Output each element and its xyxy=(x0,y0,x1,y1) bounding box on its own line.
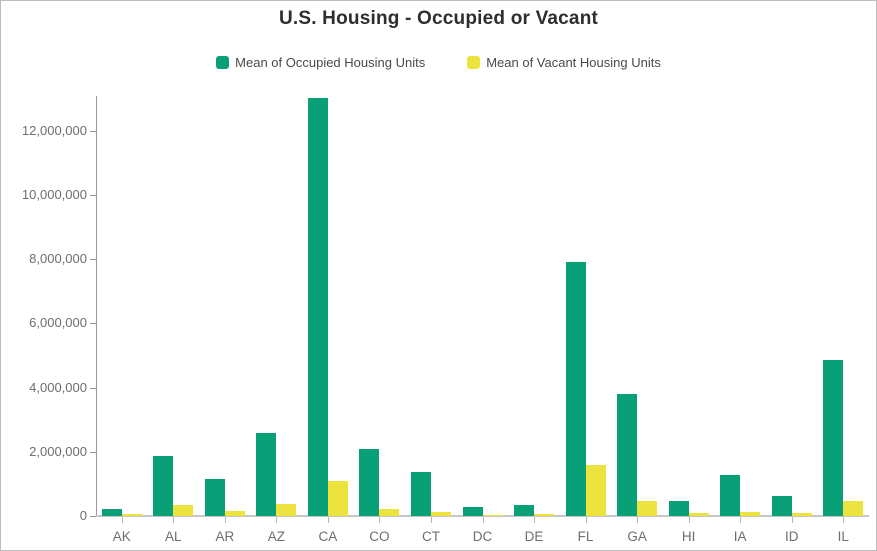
bar-vacant-AK[interactable] xyxy=(121,514,142,516)
chart-legend: Mean of Occupied Housing Units Mean of Va… xyxy=(1,55,876,70)
y-axis-tick xyxy=(90,387,96,389)
bar-vacant-CO[interactable] xyxy=(379,509,400,516)
x-axis-tick xyxy=(740,517,742,523)
legend-item-label: Mean of Vacant Housing Units xyxy=(486,55,661,70)
y-axis-tick-label: 0 xyxy=(79,508,87,523)
y-axis-tick xyxy=(90,259,96,261)
bar-occupied-GA[interactable] xyxy=(617,394,638,516)
bar-occupied-AK[interactable] xyxy=(101,508,122,516)
bar-vacant-AZ[interactable] xyxy=(276,504,297,516)
legend-item-vacant[interactable]: Mean of Vacant Housing Units xyxy=(467,55,661,70)
legend-item-occupied[interactable]: Mean of Occupied Housing Units xyxy=(216,55,425,70)
bar-vacant-CT[interactable] xyxy=(430,511,451,516)
x-axis-label-IL: IL xyxy=(837,529,849,544)
y-axis-tick xyxy=(90,451,96,453)
y-axis-tick-label: 4,000,000 xyxy=(29,379,87,395)
bar-occupied-HI[interactable] xyxy=(668,501,689,516)
y-axis-tick xyxy=(90,130,96,132)
x-axis-tick xyxy=(688,517,690,523)
x-axis-label-CO: CO xyxy=(369,529,390,544)
bar-occupied-AZ[interactable] xyxy=(256,432,277,516)
x-axis-label-AZ: AZ xyxy=(267,529,285,544)
x-axis-label-AR: AR xyxy=(215,529,235,544)
legend-swatch-icon xyxy=(467,56,481,69)
bar-vacant-AL[interactable] xyxy=(173,504,194,516)
bar-occupied-CT[interactable] xyxy=(410,472,431,516)
y-axis-tick xyxy=(90,323,96,325)
bar-vacant-HI[interactable] xyxy=(688,513,709,516)
x-axis-line xyxy=(96,515,869,517)
x-axis-tick xyxy=(379,517,381,523)
bar-vacant-GA[interactable] xyxy=(637,500,658,516)
y-axis-line xyxy=(96,96,97,516)
y-axis-tick-label: 8,000,000 xyxy=(29,251,87,267)
x-axis-tick xyxy=(327,517,329,523)
bar-vacant-IA[interactable] xyxy=(740,511,761,516)
bar-vacant-DE[interactable] xyxy=(534,514,555,516)
x-axis-label-CA: CA xyxy=(318,529,338,544)
x-axis-label-GA: GA xyxy=(627,529,647,544)
x-axis-tick xyxy=(637,517,639,523)
x-axis-label-AL: AL xyxy=(165,529,182,544)
x-axis-tick xyxy=(585,517,587,523)
x-axis-label-ID: ID xyxy=(784,529,799,544)
legend-swatch-icon xyxy=(216,56,230,69)
bar-vacant-DC[interactable] xyxy=(482,515,503,516)
chart-title: U.S. Housing - Occupied or Vacant xyxy=(278,8,599,29)
x-axis-tick xyxy=(534,517,536,523)
y-axis-tick-label: 10,000,000 xyxy=(21,187,87,202)
bar-occupied-DC[interactable] xyxy=(462,507,483,516)
x-axis-tick xyxy=(430,517,432,523)
x-axis-label-DE: DE xyxy=(524,529,544,544)
bar-vacant-CA[interactable] xyxy=(327,481,348,516)
x-axis-tick xyxy=(791,517,793,523)
x-axis-tick xyxy=(121,517,123,523)
bar-occupied-DE[interactable] xyxy=(514,504,535,516)
bar-occupied-AR[interactable] xyxy=(204,479,225,516)
bar-vacant-FL[interactable] xyxy=(585,464,606,516)
bar-occupied-FL[interactable] xyxy=(565,262,586,516)
y-axis-tick-label: 12,000,000 xyxy=(21,122,87,138)
x-axis-label-HI: HI xyxy=(681,529,696,544)
x-axis-tick xyxy=(482,517,484,523)
x-axis-label-DC: DC xyxy=(472,529,493,544)
bar-occupied-IA[interactable] xyxy=(720,475,741,516)
bar-vacant-ID[interactable] xyxy=(791,513,812,516)
bar-occupied-IL[interactable] xyxy=(823,360,844,516)
x-axis-label-FL: FL xyxy=(577,529,594,544)
x-axis-label-IA: IA xyxy=(733,529,747,544)
y-axis-tick-label: 6,000,000 xyxy=(29,315,87,331)
bar-occupied-ID[interactable] xyxy=(771,495,792,516)
y-axis-tick xyxy=(90,516,96,517)
y-axis-tick-label: 2,000,000 xyxy=(29,443,87,459)
bar-occupied-CO[interactable] xyxy=(359,448,380,516)
x-axis-tick xyxy=(224,517,226,523)
x-axis-label-CT: CT xyxy=(421,529,440,544)
bar-vacant-IL[interactable] xyxy=(843,500,864,516)
bar-vacant-AR[interactable] xyxy=(224,510,245,516)
bar-occupied-CA[interactable] xyxy=(307,98,328,516)
x-axis-tick xyxy=(173,517,175,523)
x-axis-tick xyxy=(843,517,845,523)
bar-occupied-AL[interactable] xyxy=(153,455,174,516)
x-axis-label-AK: AK xyxy=(112,529,131,544)
x-axis-tick xyxy=(276,517,278,523)
legend-item-label: Mean of Occupied Housing Units xyxy=(235,55,426,70)
y-axis-tick xyxy=(90,195,96,196)
